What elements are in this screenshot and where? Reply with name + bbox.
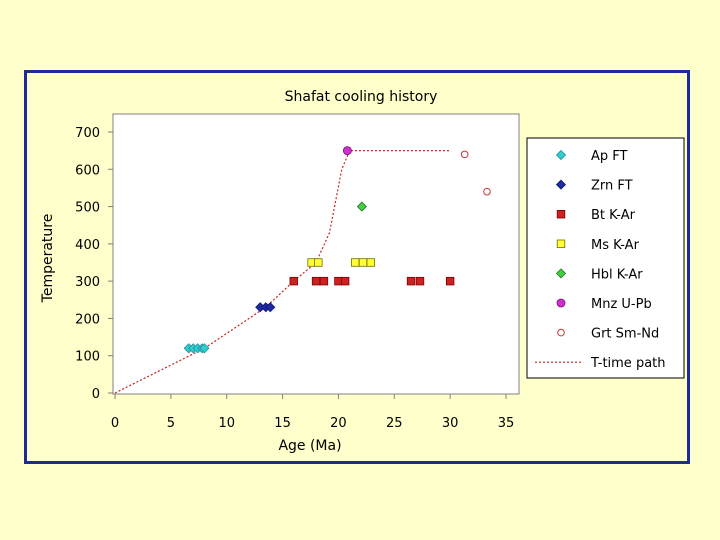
legend-label-bt-k-ar: Bt K-Ar <box>591 208 636 223</box>
legend-swatch-ms-k-ar <box>556 239 566 248</box>
y-axis-label: Temperature <box>40 214 56 304</box>
ms-k-ar-point <box>358 258 368 267</box>
legend-swatch-hbl-k-ar <box>555 268 567 279</box>
legend: Ap FT Zrn FT Bt K-Ar Ms K-Ar Hbl K-Ar Mnz U-P… <box>535 149 666 371</box>
legend-swatch-mnz-u-pb <box>556 298 566 308</box>
chart-title: Shafat cooling history <box>285 89 438 105</box>
grt-sm-nd-point <box>483 187 491 196</box>
x-tick-label: 10 <box>218 416 235 431</box>
y-tick-label: 100 <box>75 350 100 365</box>
x-tick-label: 35 <box>498 416 515 431</box>
bt-k-ar-point <box>415 276 425 286</box>
legend-label-ms-k-ar: Ms K-Ar <box>591 238 640 253</box>
plot-area <box>112 113 520 395</box>
legend-label-t-time-path: T-time path <box>590 356 666 371</box>
x-tick-label: 20 <box>330 416 347 431</box>
x-tick-label: 30 <box>442 416 459 431</box>
zrn-ft-point <box>265 302 276 313</box>
ap-ft-point <box>199 343 210 354</box>
bt-k-ar-point <box>406 276 416 286</box>
y-tick-label: 0 <box>92 387 100 402</box>
ms-k-ar-point <box>350 258 360 267</box>
y-tick-label: 700 <box>75 126 100 141</box>
y-tick-label: 500 <box>75 201 100 216</box>
y-tick-label: 600 <box>75 163 100 178</box>
legend-label-ap-ft: Ap FT <box>591 149 628 164</box>
bt-k-ar-point <box>319 276 329 286</box>
x-axis-label: Age (Ma) <box>278 438 341 454</box>
legend-label-grt-sm-nd: Grt Sm-Nd <box>591 327 659 342</box>
mnz-u-pb-point <box>342 146 352 156</box>
grt-sm-nd-point <box>460 150 469 159</box>
hbl-k-ar-point <box>356 201 367 212</box>
legend-swatch-grt-sm-nd <box>557 328 565 337</box>
x-tick-label: 0 <box>111 416 119 431</box>
y-tick-label: 400 <box>75 238 100 253</box>
bt-k-ar-point <box>445 276 455 286</box>
legend-label-hbl-k-ar: Hbl K-Ar <box>591 267 643 282</box>
legend-swatch-ap-ft <box>555 149 567 161</box>
bt-k-ar-point <box>340 276 350 286</box>
legend-swatch-bt-k-ar <box>556 209 566 219</box>
bt-k-ar-point <box>311 276 321 286</box>
x-tick-label: 5 <box>167 416 175 431</box>
ms-k-ar-point <box>314 258 323 267</box>
ms-k-ar-point <box>366 258 376 267</box>
series-layer <box>114 146 491 394</box>
x-tick-label: 15 <box>274 416 291 431</box>
x-tick-label: 25 <box>386 416 403 431</box>
bt-k-ar-point <box>289 276 298 286</box>
legend-label-zrn-ft: Zrn FT <box>591 179 633 194</box>
legend-box <box>526 137 685 379</box>
y-tick-label: 300 <box>75 275 100 290</box>
legend-label-mnz-u-pb: Mnz U-Pb <box>591 297 652 312</box>
axes: 0 100 200 300 400 500 600 700 0 5 10 15 20 25 30 35 <box>75 126 514 431</box>
legend-swatch-zrn-ft <box>555 179 567 190</box>
y-tick-label: 200 <box>75 312 100 327</box>
